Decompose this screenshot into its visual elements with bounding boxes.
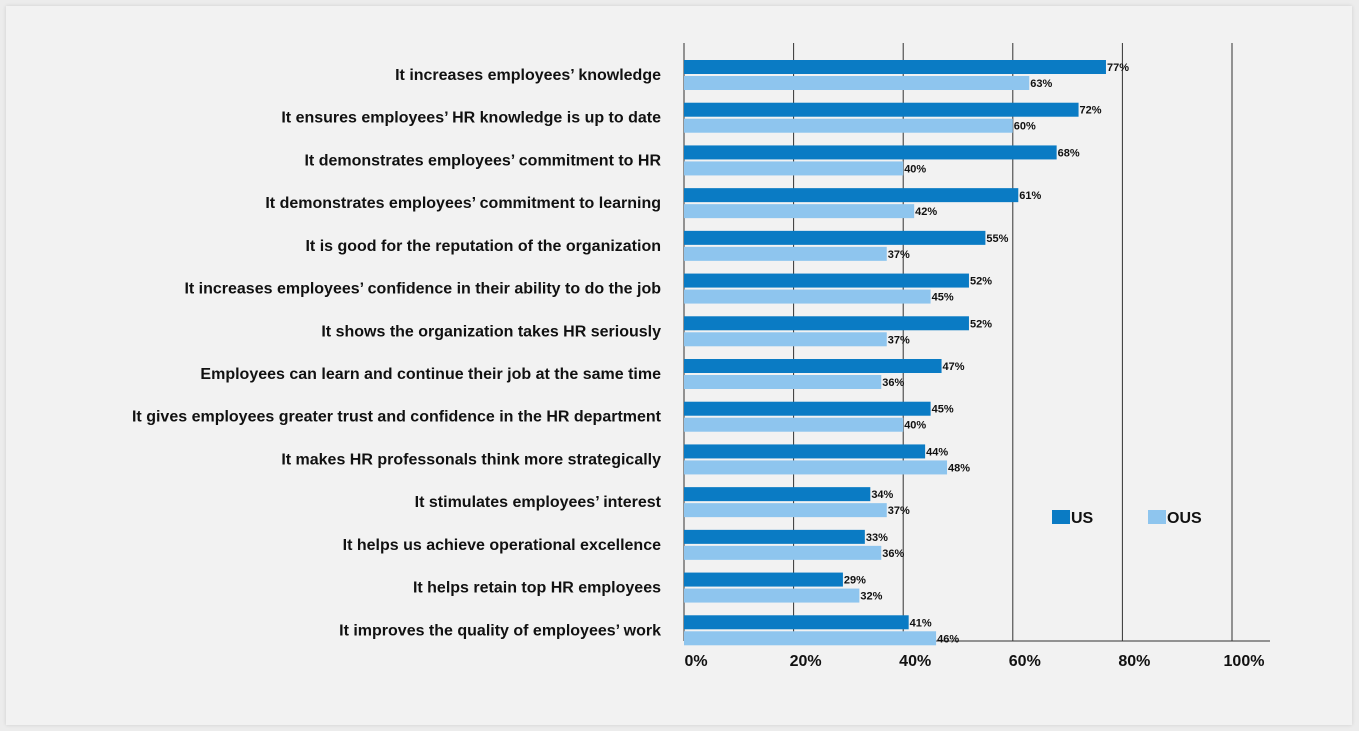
category-label: It shows the organization takes HR serio… [321, 323, 661, 340]
bar-value-label: 46% [937, 633, 959, 645]
bar-us [684, 487, 871, 502]
legend-swatch-us [1052, 510, 1070, 524]
category-label: It increases employees’ confidence in th… [184, 281, 661, 298]
bar-us [684, 316, 969, 331]
category-label: It demonstrates employees’ commitment to… [304, 152, 661, 169]
x-tick-label: 20% [790, 653, 822, 670]
category-label: It improves the quality of employees’ wo… [339, 622, 661, 639]
bar-value-label: 37% [888, 505, 910, 517]
bar-value-label: 36% [882, 548, 904, 560]
bar-value-label: 42% [915, 206, 937, 218]
bar-ous [684, 588, 860, 603]
bar-value-label: 45% [932, 404, 954, 416]
bar-value-label: 52% [970, 276, 992, 288]
bar-value-label: 29% [844, 575, 866, 587]
bar-ous [684, 503, 887, 518]
bar-value-label: 55% [986, 233, 1008, 245]
bar-value-label: 40% [904, 163, 926, 175]
category-label: It demonstrates employees’ commitment to… [265, 195, 661, 212]
bar-ous [684, 246, 887, 261]
category-label: It makes HR professonals think more stra… [281, 451, 661, 468]
bar-us [684, 359, 942, 373]
category-label: It stimulates employees’ interest [415, 494, 662, 511]
bar-us [684, 188, 1019, 203]
bar-value-label: 45% [932, 292, 954, 304]
bar-us [684, 615, 909, 630]
category-label: Employees can learn and continue their j… [200, 366, 661, 383]
bar-value-label: 32% [860, 591, 882, 603]
bar-value-label: 36% [882, 377, 904, 389]
bar-value-label: 40% [904, 420, 926, 432]
x-tick-label: 40% [899, 653, 931, 670]
bar-ous [684, 118, 1013, 133]
category-label: It ensures employees’ HR knowledge is up… [281, 110, 661, 127]
x-tick-label: 0% [684, 653, 707, 670]
bar-ous [684, 460, 948, 475]
bar-us [684, 529, 865, 544]
bar-value-label: 63% [1030, 78, 1052, 90]
bar-ous [684, 289, 931, 304]
bar-value-label: 72% [1080, 105, 1102, 117]
legend-swatch-ous [1148, 510, 1166, 524]
bar-us [684, 145, 1057, 160]
x-tick-label: 100% [1224, 653, 1265, 670]
bar-ous [684, 161, 904, 176]
bar-value-label: 77% [1107, 62, 1129, 74]
bar-value-label: 37% [888, 249, 910, 261]
bar-value-label: 33% [866, 532, 888, 544]
x-tick-label: 80% [1118, 653, 1150, 670]
legend-label: US [1071, 510, 1094, 527]
category-label: It is good for the reputation of the org… [305, 238, 661, 255]
bar-ous [684, 76, 1030, 90]
legend-label: OUS [1167, 510, 1202, 527]
bar-us [684, 401, 931, 416]
x-tick-label: 60% [1009, 653, 1041, 670]
bar-us [684, 444, 926, 459]
bar-value-label: 48% [948, 462, 970, 474]
category-label: It helps us achieve operational excellen… [343, 537, 661, 554]
bar-us [684, 230, 986, 245]
bar-value-label: 61% [1019, 190, 1041, 202]
bar-ous [684, 417, 904, 432]
category-label: It gives employees greater trust and con… [132, 409, 662, 426]
bar-value-label: 37% [888, 334, 910, 346]
category-label: It increases employees’ knowledge [395, 67, 661, 84]
bar-value-label: 52% [970, 318, 992, 330]
chart-panel [6, 6, 1352, 725]
bar-value-label: 68% [1058, 147, 1080, 159]
bar-ous [684, 375, 882, 389]
category-label: It helps retain top HR employees [413, 580, 661, 597]
bar-us [684, 572, 843, 587]
bar-ous [684, 631, 937, 646]
bar-value-label: 34% [871, 489, 893, 501]
bar-us [684, 273, 969, 288]
bar-us [684, 60, 1106, 74]
bar-ous [684, 545, 882, 560]
bar-ous [684, 204, 915, 219]
bar-value-label: 47% [943, 361, 965, 373]
bar-us [684, 102, 1079, 117]
bar-value-label: 60% [1014, 121, 1036, 133]
bar-value-label: 44% [926, 446, 948, 458]
bar-ous [684, 332, 887, 347]
bar-value-label: 41% [910, 617, 932, 629]
